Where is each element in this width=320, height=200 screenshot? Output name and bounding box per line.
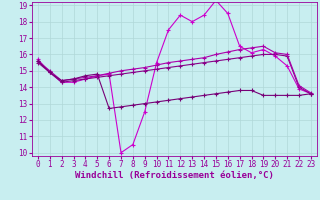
X-axis label: Windchill (Refroidissement éolien,°C): Windchill (Refroidissement éolien,°C) bbox=[75, 171, 274, 180]
